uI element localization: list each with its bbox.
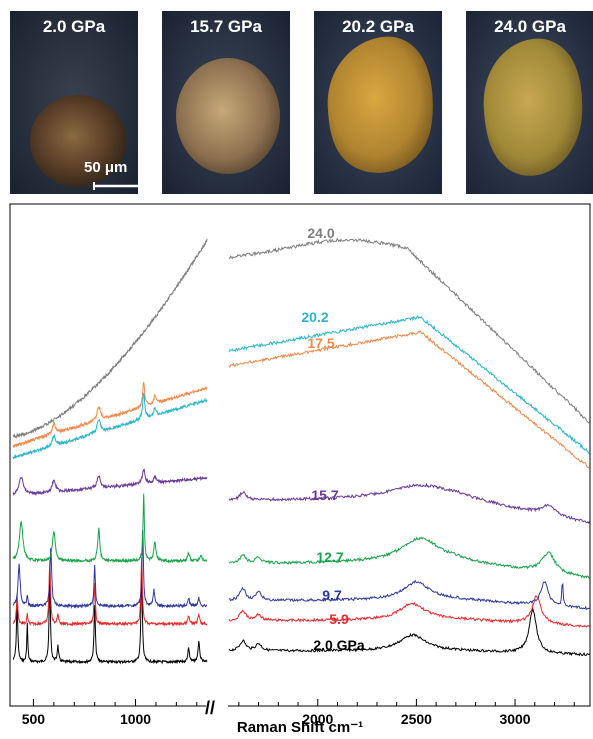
x-tick-label: 2000: [302, 711, 333, 727]
series-line-right-4: [228, 482, 591, 525]
photo-label: 15.7 GPa: [190, 17, 262, 36]
photo-label: 24.0 GPa: [494, 17, 566, 36]
photo-24-0-gpa: 24.0 GPa: [466, 11, 593, 194]
sample-image-2-0: [10, 11, 138, 194]
photo-15-7-gpa: 15.7 GPa: [162, 11, 290, 194]
sample-image-24-0: [466, 11, 593, 194]
series-label-4: 15.7: [311, 487, 338, 503]
series-label-2: 9.7: [322, 587, 342, 603]
series-label-5: 17.5: [307, 335, 334, 351]
series-line-right-0: [228, 607, 590, 657]
raman-spectra-chart: 2.0 GPa 5.9 9.7 12.7 15.7 17.5 20.2 24.0 500 100…: [9, 203, 591, 736]
series-line-left-5: [12, 382, 208, 449]
sample-image-20-2: [314, 11, 442, 194]
pressure-photo-row: 2.0 GPa 50 μm 15.7 GPa: [0, 0, 593, 196]
series-line-right-7: [228, 237, 590, 424]
series-label-layer: 2.0 GPa 5.9 9.7 12.7 15.7 17.5 20.2 24.0: [301, 225, 365, 653]
series-line-left-6: [12, 392, 208, 460]
series-line-left-0: [12, 571, 208, 665]
photo-label: 2.0 GPa: [42, 17, 106, 36]
series-label-1: 5.9: [329, 611, 349, 627]
series-label-6: 20.2: [301, 309, 328, 325]
series-line-left-2: [12, 529, 208, 610]
scale-bar: [93, 182, 138, 190]
series-line-right-6: [228, 314, 590, 454]
scale-label: 50 μm: [84, 159, 128, 176]
series-label-7: 24.0: [307, 225, 334, 241]
series-line-right-1: [228, 594, 590, 628]
series-label-0: 2.0 GPa: [313, 637, 365, 653]
series-label-3: 12.7: [316, 549, 343, 565]
photo-20-2-gpa: 20.2 GPa: [314, 11, 442, 194]
x-tick-label: 3000: [499, 711, 530, 727]
plot-frame: [9, 203, 591, 707]
x-tick-label: 2500: [401, 711, 432, 727]
photo-2-0-gpa: 2.0 GPa 50 μm: [10, 11, 138, 194]
x-axis-label: Raman Shift cm⁻¹: [237, 719, 363, 736]
series-line-right-5: [228, 330, 590, 469]
series-line-right-2: [228, 579, 590, 610]
photo-label: 20.2 GPa: [342, 17, 414, 36]
series-line-left-4: [12, 468, 208, 497]
x-tick-label: 1000: [120, 711, 151, 727]
series-line-left-7: [12, 238, 208, 440]
series-line-left-3: [12, 493, 208, 564]
x-axis: 500 1000 2000 2500 3000: [22, 699, 575, 727]
axis-break-gap: [206, 676, 228, 710]
series-layer: [12, 237, 591, 665]
axis-break-symbol: //: [205, 698, 215, 718]
series-line-left-1: [12, 557, 208, 627]
sample-image-15-7: [162, 11, 290, 194]
x-tick-label: 500: [22, 711, 46, 727]
series-line-right-3: [228, 536, 590, 579]
